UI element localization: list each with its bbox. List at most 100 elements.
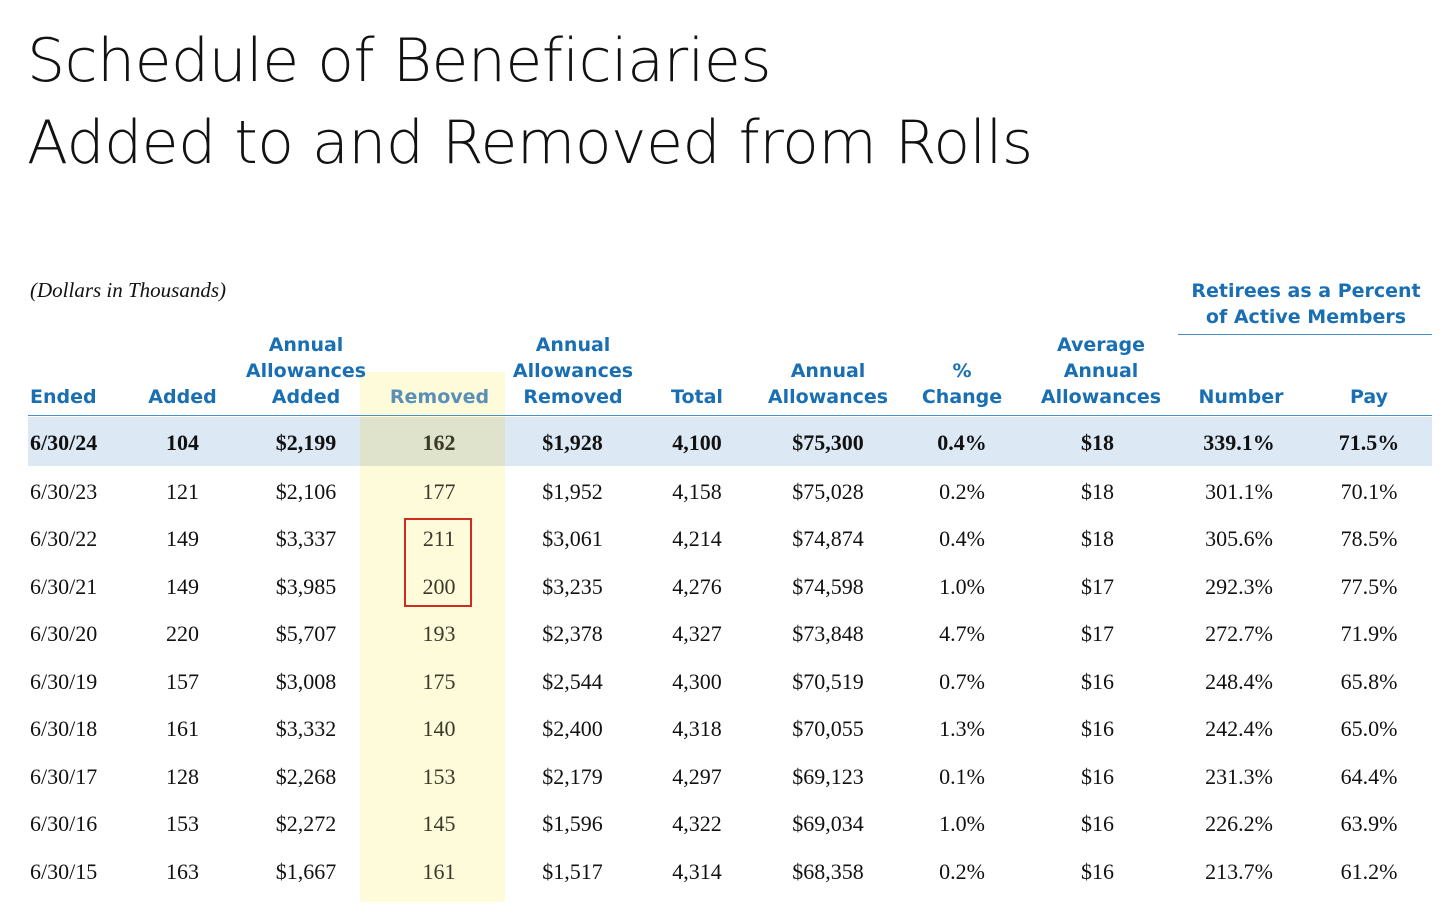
cell-added: 104: [166, 430, 199, 455]
cell-added: 161: [166, 716, 199, 741]
cell-ended: 6/30/20: [30, 621, 98, 646]
cell-total: 4,214: [672, 526, 722, 551]
cell-retirees-pay: 71.5%: [1338, 430, 1400, 455]
cell-retirees-number: 305.6%: [1205, 526, 1273, 551]
cell-removed: 145: [422, 811, 456, 836]
cell-pct-change: 4.7%: [939, 621, 985, 646]
cell-allowances-added: $2,199: [275, 430, 337, 455]
cell-average-allowance: $16: [1081, 811, 1114, 836]
cell-removed: 162: [422, 430, 456, 455]
cell-removed: 161: [422, 859, 456, 884]
cell-pct-change: 0.4%: [937, 430, 987, 455]
cell-removed: 211: [422, 526, 456, 551]
cell-allowances-removed: $3,235: [542, 574, 603, 599]
group-header-rule: [1178, 334, 1432, 335]
cell-average-allowance: $16: [1081, 859, 1114, 884]
header-annual-allowances-added-line-2: Allowances: [245, 360, 367, 382]
cell-average-allowance: $17: [1081, 574, 1114, 599]
cell-retirees-pay: 71.9%: [1340, 621, 1398, 646]
header-annual-allowances-removed: Annual Allowances Removed: [503, 332, 643, 410]
retirees-group-header-line-2: of Active Members: [1205, 306, 1407, 328]
cell-ended: 6/30/15: [30, 859, 98, 884]
cell-allowances-removed: $2,179: [542, 764, 603, 789]
cell-average-allowance: $16: [1081, 716, 1114, 741]
cell-added: 153: [166, 811, 199, 836]
cell-annual-allowances: $74,874: [792, 526, 864, 551]
cell-total: 4,300: [672, 669, 722, 694]
cell-total: 4,318: [672, 716, 722, 741]
cell-allowances-added: $3,332: [275, 716, 337, 741]
table-row: 6/30/17 128 $2,268 153 $2,179 4,297 $69,123 0.1…: [0, 753, 1456, 800]
header-pct-change-line-1: %: [952, 360, 972, 382]
cell-allowances-added: $2,272: [275, 811, 337, 836]
current-year-removed-highlight: [360, 417, 505, 466]
cell-annual-allowances: $69,123: [792, 764, 864, 789]
table-row: 6/30/19 157 $3,008 175 $2,544 4,300 $70,519 0.7…: [0, 658, 1456, 705]
removed-values-callout-box: [404, 518, 472, 607]
cell-total: 4,314: [672, 859, 722, 884]
cell-pct-change: 0.2%: [939, 859, 985, 884]
cell-annual-allowances: $70,055: [792, 716, 864, 741]
cell-allowances-added: $1,667: [275, 859, 337, 884]
cell-allowances-added: $3,008: [275, 669, 337, 694]
cell-allowances-added: $2,106: [275, 479, 337, 504]
cell-removed: 175: [422, 669, 456, 694]
cell-total: 4,327: [672, 621, 722, 646]
cell-annual-allowances: $69,034: [792, 811, 864, 836]
header-pct-change: % Change: [912, 358, 1012, 410]
header-total: Total: [671, 386, 723, 408]
cell-allowances-added: $2,268: [275, 764, 337, 789]
header-annual-allowances-added-line-1: Annual: [268, 334, 344, 356]
cell-ended: 6/30/17: [30, 764, 98, 789]
header-added: Added: [148, 386, 217, 408]
cell-ended: 6/30/16: [30, 811, 98, 836]
cell-pct-change: 0.7%: [939, 669, 985, 694]
cell-annual-allowances: $73,848: [792, 621, 864, 646]
cell-average-allowance: $17: [1081, 621, 1114, 646]
cell-retirees-number: 242.4%: [1205, 716, 1273, 741]
cell-added: 149: [166, 574, 199, 599]
cell-ended: 6/30/24: [30, 430, 98, 455]
header-number: Number: [1198, 386, 1284, 408]
cell-ended: 6/30/22: [30, 526, 98, 551]
header-divider: [28, 415, 1432, 416]
cell-added: 149: [166, 526, 199, 551]
cell-allowances-added: $3,985: [275, 574, 337, 599]
cell-removed: 193: [422, 621, 456, 646]
header-pay: Pay: [1349, 386, 1389, 408]
cell-retirees-number: 231.3%: [1205, 764, 1273, 789]
cell-total: 4,297: [672, 764, 722, 789]
cell-allowances-removed: $2,400: [542, 716, 603, 741]
header-annual-allowances-line-1: Annual: [790, 360, 866, 382]
cell-pct-change: 0.4%: [939, 526, 985, 551]
cell-removed: 177: [422, 479, 456, 504]
cell-retirees-pay: 61.2%: [1340, 859, 1398, 884]
cell-allowances-removed: $1,596: [542, 811, 603, 836]
cell-pct-change: 1.3%: [939, 716, 985, 741]
cell-ended: 6/30/21: [30, 574, 98, 599]
title-line-1: Schedule of Beneficiaries: [27, 26, 772, 96]
retirees-group-header-line-1: Retirees as a Percent: [1191, 280, 1421, 302]
cell-retirees-number: 292.3%: [1205, 574, 1273, 599]
cell-total: 4,158: [672, 479, 722, 504]
header-removed: Removed: [389, 386, 490, 408]
header-annual-allowances-added-line-3: Added: [271, 386, 341, 408]
cell-allowances-removed: $2,544: [542, 669, 603, 694]
header-annual-allowances-removed-line-3: Removed: [523, 386, 623, 408]
cell-allowances-removed: $3,061: [542, 526, 603, 551]
cell-added: 157: [166, 669, 199, 694]
cell-retirees-pay: 63.9%: [1340, 811, 1398, 836]
cell-retirees-pay: 64.4%: [1340, 764, 1398, 789]
cell-pct-change: 0.2%: [939, 479, 985, 504]
cell-ended: 6/30/23: [30, 479, 98, 504]
cell-allowances-added: $5,707: [275, 621, 337, 646]
header-annual-allowances: Annual Allowances: [750, 358, 906, 410]
cell-removed: 140: [422, 716, 456, 741]
cell-added: 163: [166, 859, 199, 884]
table-row: 6/30/15 163 $1,667 161 $1,517 4,314 $68,358 0.2…: [0, 848, 1456, 895]
header-annual-allowances-added: Annual Allowances Added: [236, 332, 376, 410]
header-average-annual-allowances-line-1: Average: [1057, 334, 1145, 356]
header-annual-allowances-line-2: Allowances: [767, 386, 889, 408]
header-annual-allowances-removed-line-1: Annual: [535, 334, 611, 356]
cell-retirees-number: 226.2%: [1205, 811, 1273, 836]
